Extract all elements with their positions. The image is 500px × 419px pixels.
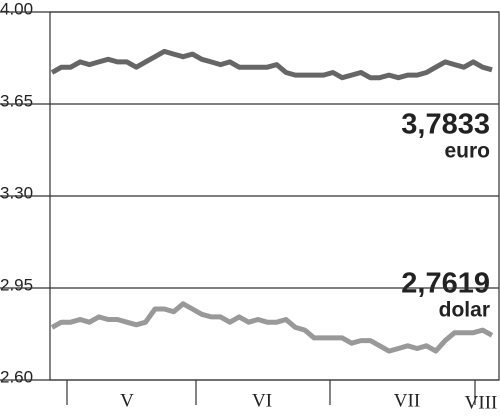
last-value-label: 2,7619 [401, 268, 490, 300]
y-tick-label: 2.95 [0, 275, 33, 294]
month-label: V [120, 390, 134, 411]
series-line [50, 48, 493, 81]
month-label: VIII [465, 392, 498, 413]
last-value-label: 3,7833 [401, 109, 490, 141]
series-line [50, 301, 494, 354]
y-tick-label: 4.00 [0, 0, 33, 18]
series-label: dolar [439, 299, 490, 322]
month-label: VII [394, 390, 420, 411]
y-tick-label: 3.30 [0, 183, 33, 202]
y-tick-label: 3.65 [0, 91, 33, 110]
month-dividers [66, 380, 476, 405]
series-label: euro [444, 140, 490, 163]
month-label: VI [252, 390, 272, 411]
y-tick-label: 2.60 [0, 367, 33, 386]
